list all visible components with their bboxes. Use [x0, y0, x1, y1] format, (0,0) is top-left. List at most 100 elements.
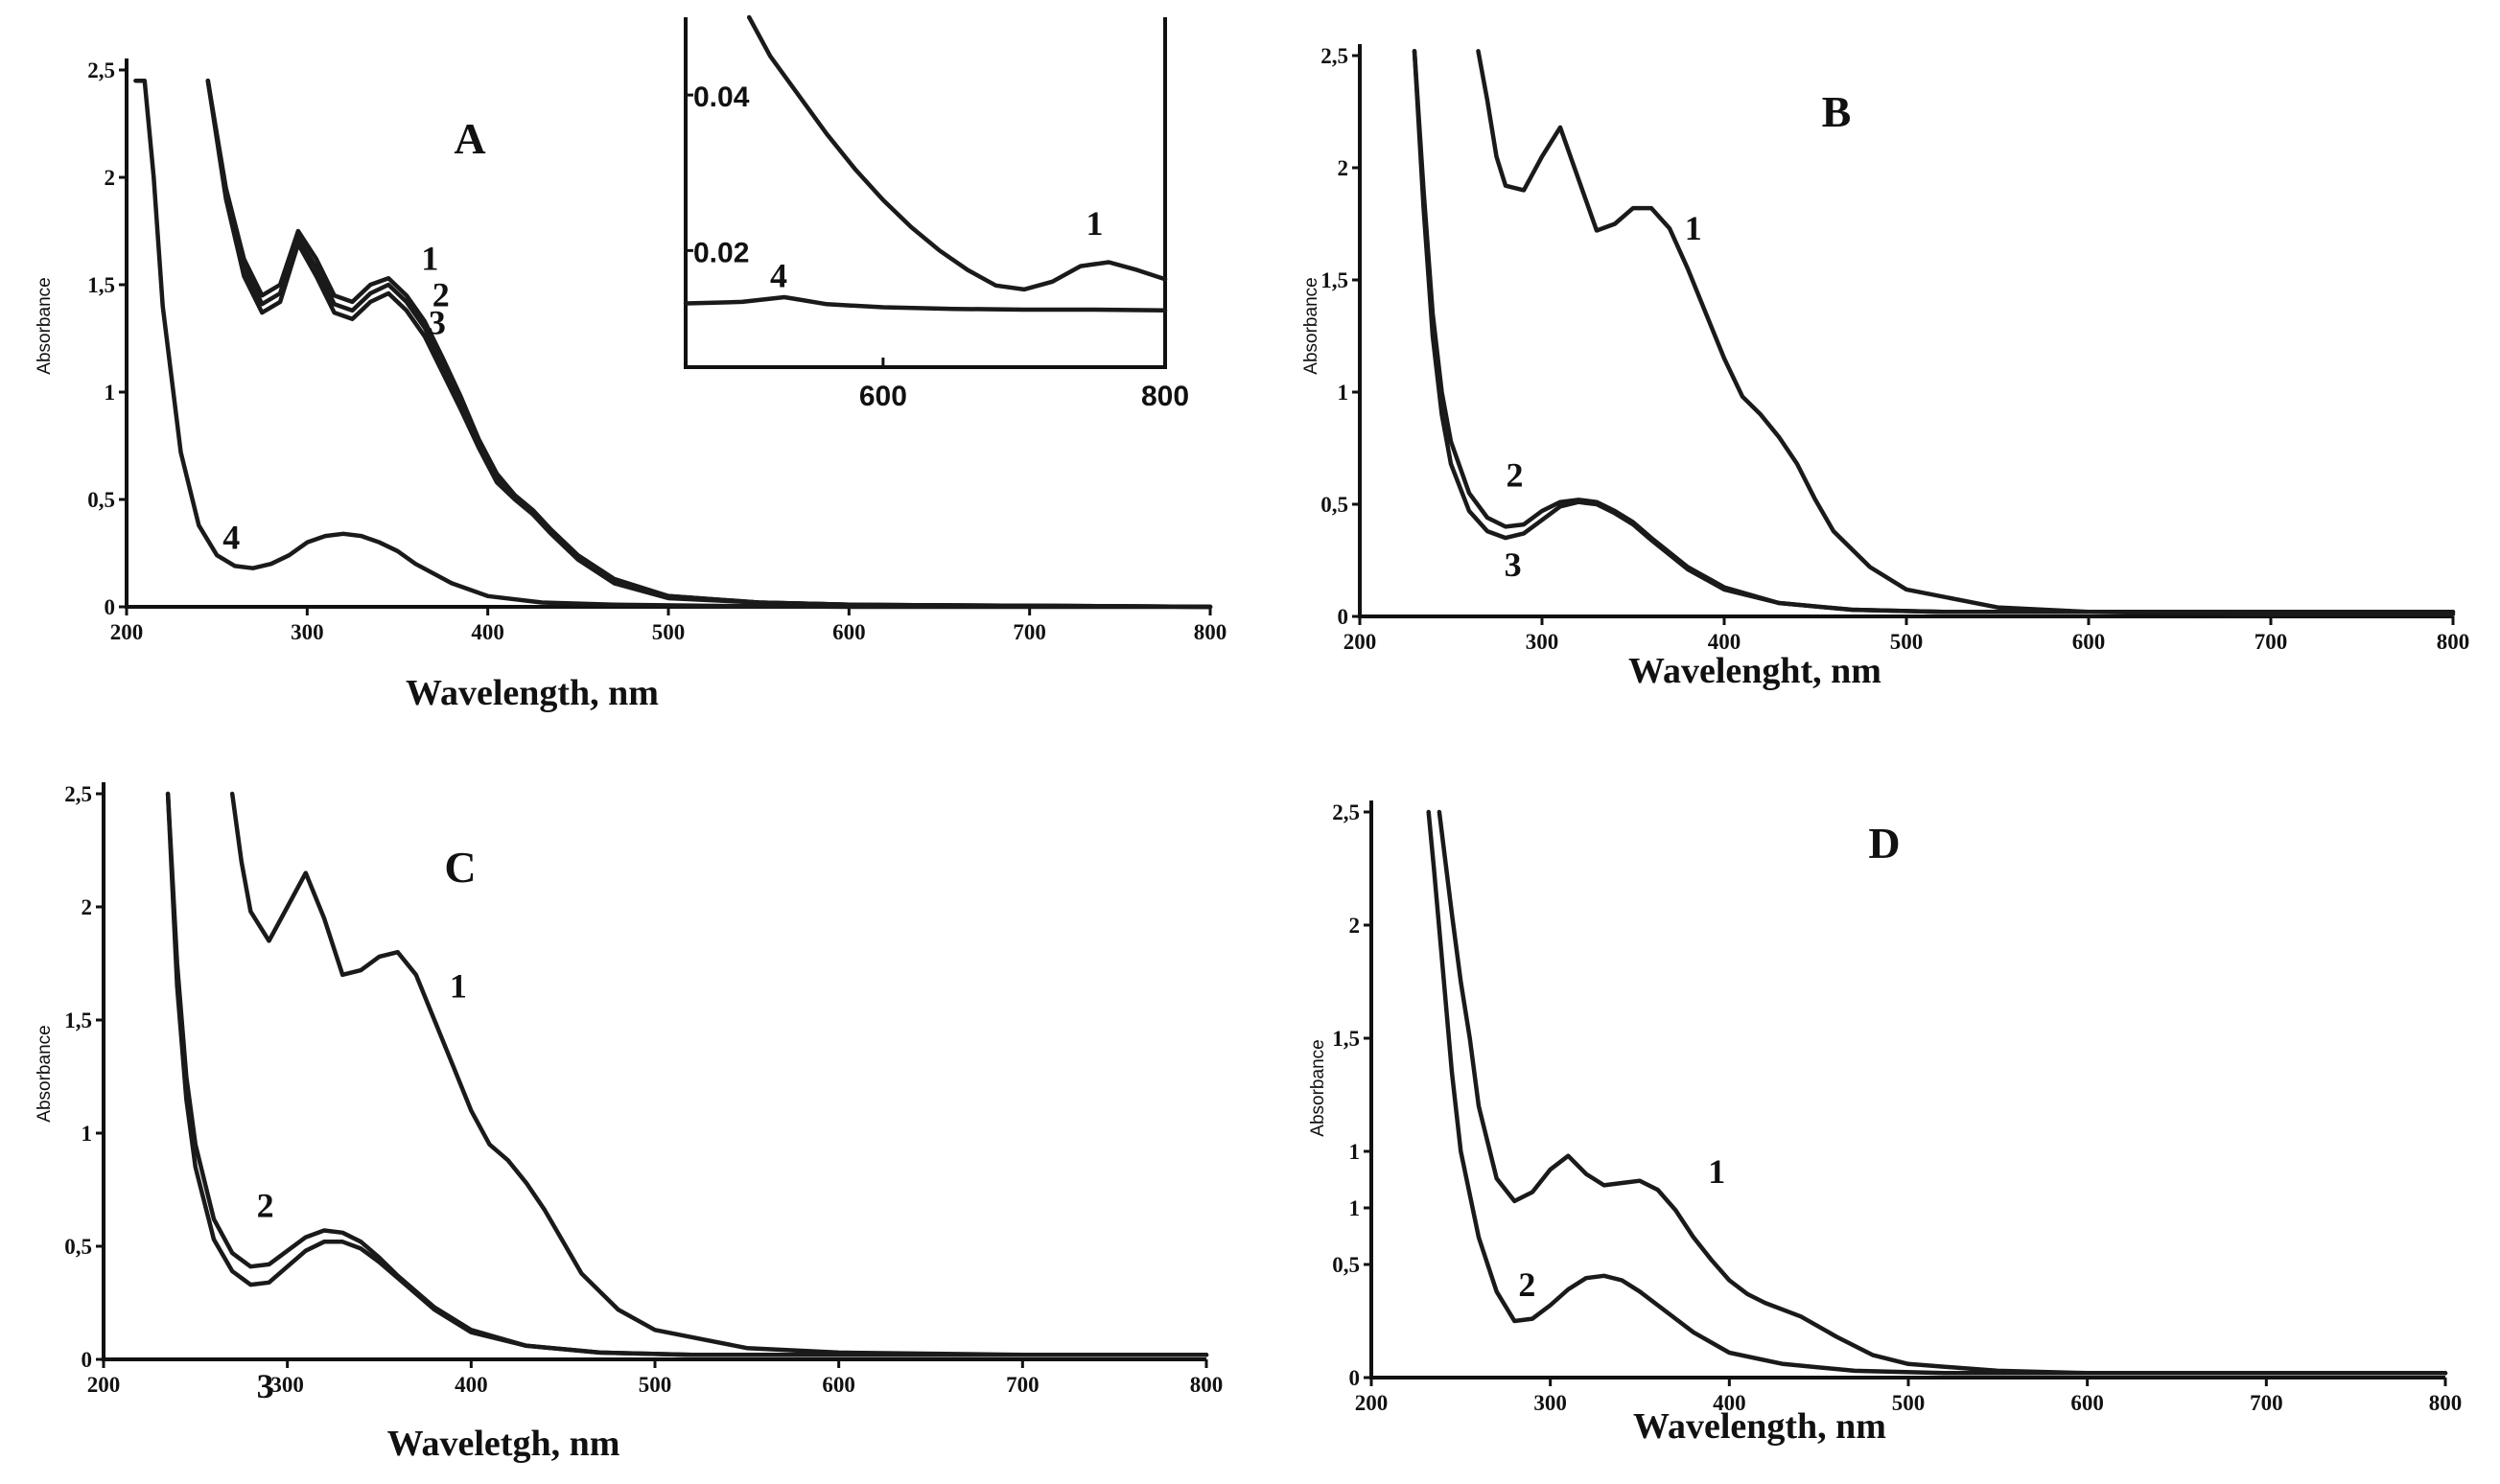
panel-D: 200 300 400 500 600 700 800 0 0,5 1 1 1,5 2 2,5 Wavele… [1308, 800, 2462, 1447]
panel-letter: D [1868, 819, 1900, 868]
y-tick-label: 1 [105, 381, 116, 405]
curve-label-1: 1 [421, 239, 438, 277]
y-axis-title: Absorbance [35, 277, 55, 374]
curve-label-2: 2 [257, 1186, 274, 1224]
x-tick-label: 500 [639, 1373, 672, 1397]
x-tick-label: 200 [1343, 630, 1377, 654]
x-tick-label: 700 [1013, 620, 1046, 644]
y-tick-label: 1,5 [64, 1009, 92, 1032]
x-tick-label: 200 [110, 620, 144, 644]
panel-letter: C [444, 843, 476, 892]
curve-label-4: 4 [222, 519, 240, 557]
y-tick-label: 2,5 [87, 58, 115, 82]
x-tick-label: 600 [822, 1373, 855, 1397]
y-tick-label: 0 [1349, 1366, 1361, 1390]
y-tick-label: 0,5 [1320, 493, 1348, 517]
inset-x-tick-label: 600 [859, 381, 907, 412]
y-axis-title: Absorbance [1301, 277, 1321, 374]
y-tick-label: 0,5 [87, 488, 115, 512]
series-line-3 [205, 78, 1213, 610]
y-tick-label: 0 [82, 1348, 93, 1372]
x-tick-label: 600 [832, 620, 866, 644]
series-line-1 [1437, 809, 2448, 1376]
y-tick-label: 1,5 [1320, 268, 1348, 292]
x-tick-label: 400 [455, 1373, 488, 1397]
curve-label-3: 3 [429, 304, 446, 342]
y-axis-title: Absorbance [35, 1025, 55, 1122]
y-tick-label: 0 [105, 595, 116, 619]
x-tick-label: 300 [270, 1373, 304, 1397]
x-tick-label: 800 [2429, 1391, 2463, 1415]
y-tick-label: 2 [105, 166, 116, 190]
curve-label-1: 1 [1685, 209, 1702, 247]
y-tick-label: 1 [1349, 1140, 1361, 1164]
inset-series-line-4 [683, 294, 1168, 313]
y-tick-label: 1 [1349, 1196, 1361, 1220]
y-tick-label: 0,5 [1332, 1253, 1360, 1277]
x-tick-label: 300 [291, 620, 324, 644]
panel-letter: A [454, 114, 485, 163]
y-tick-label: 1 [1338, 381, 1349, 405]
y-tick-label: 0,5 [64, 1235, 92, 1259]
inset-y-tick-label: 0.02 [693, 237, 749, 268]
inset-axes [684, 17, 1167, 369]
panel-C: 200 300 400 500 600 700 800 0 0,5 1 1,5 2 2,5 Wavelet… [35, 782, 1223, 1464]
x-tick-label: 300 [1526, 630, 1559, 654]
series-line-3 [165, 791, 1209, 1357]
y-tick-label: 2,5 [64, 782, 92, 806]
x-axis-title: Wavelength, nm [406, 673, 659, 713]
y-tick-label: 2 [1338, 156, 1349, 180]
y-tick-label: 0 [1338, 605, 1349, 629]
x-tick-label: 700 [2250, 1391, 2283, 1415]
x-tick-label: 300 [1533, 1391, 1567, 1415]
series-line-1 [229, 791, 1209, 1357]
curve-label-2: 2 [432, 275, 450, 313]
curve-label-3: 3 [1505, 545, 1522, 584]
x-tick-label: 500 [1890, 630, 1924, 654]
x-tick-label: 600 [2070, 1391, 2104, 1415]
curve-label-1: 1 [1708, 1152, 1725, 1191]
x-tick-label: 400 [1708, 630, 1741, 654]
x-tick-label: 400 [1713, 1391, 1746, 1415]
x-tick-label: 200 [1355, 1391, 1389, 1415]
curve-label-2: 2 [1518, 1265, 1535, 1304]
x-tick-label: 800 [1190, 1373, 1224, 1397]
series-line-2 [1426, 809, 2448, 1376]
x-tick-label: 700 [2255, 630, 2288, 654]
curve-label-2: 2 [1507, 455, 1524, 494]
panel-A: 200 300 400 500 600 700 800 0 0,5 1 1,5 2 2,5 Wavelen… [35, 14, 1227, 713]
x-tick-label: 800 [1194, 620, 1227, 644]
x-axis-title: Waveletgh, nm [387, 1424, 620, 1464]
inset-y-tick-label: 0.04 [693, 81, 750, 113]
x-tick-label: 600 [2072, 630, 2106, 654]
x-tick-label: 400 [471, 620, 504, 644]
curve-label-3: 3 [257, 1367, 274, 1405]
y-axis-title: Absorbance [1308, 1039, 1328, 1136]
x-tick-label: 500 [1892, 1391, 1926, 1415]
x-axis-title: Wavelength, nm [1633, 1406, 1886, 1447]
y-tick-label: 2 [1349, 914, 1361, 938]
panel-letter: B [1822, 87, 1852, 136]
y-tick-label: 2 [82, 895, 93, 919]
x-axis-title: Wavelenght, nm [1628, 651, 1881, 691]
y-tick-label: 1 [82, 1122, 93, 1146]
y-tick-label: 2,5 [1332, 800, 1360, 824]
x-tick-label: 500 [652, 620, 686, 644]
curve-label-1: 1 [450, 966, 467, 1005]
series-line-4 [133, 78, 1213, 610]
y-tick-label: 1,5 [1332, 1027, 1360, 1051]
y-tick-label: 1,5 [87, 273, 115, 297]
panel-B: 200 300 400 500 600 700 800 0 0,5 1 1,5 2 2,5 Wavelen… [1301, 44, 2469, 691]
inset-series-line-1 [746, 14, 1168, 292]
series-line-1 [1476, 49, 2456, 616]
y-tick-label: 2,5 [1320, 44, 1348, 68]
x-tick-label: 700 [1006, 1373, 1040, 1397]
inset-curve-label-1: 1 [1086, 204, 1103, 243]
x-tick-label: 800 [2437, 630, 2470, 654]
x-tick-label: 200 [87, 1373, 121, 1397]
inset-curve-label-4: 4 [770, 256, 787, 294]
inset-plot: 600 800 0.02 0.04 1 4 [683, 14, 1189, 412]
inset-x-tick-label: 800 [1141, 381, 1189, 412]
